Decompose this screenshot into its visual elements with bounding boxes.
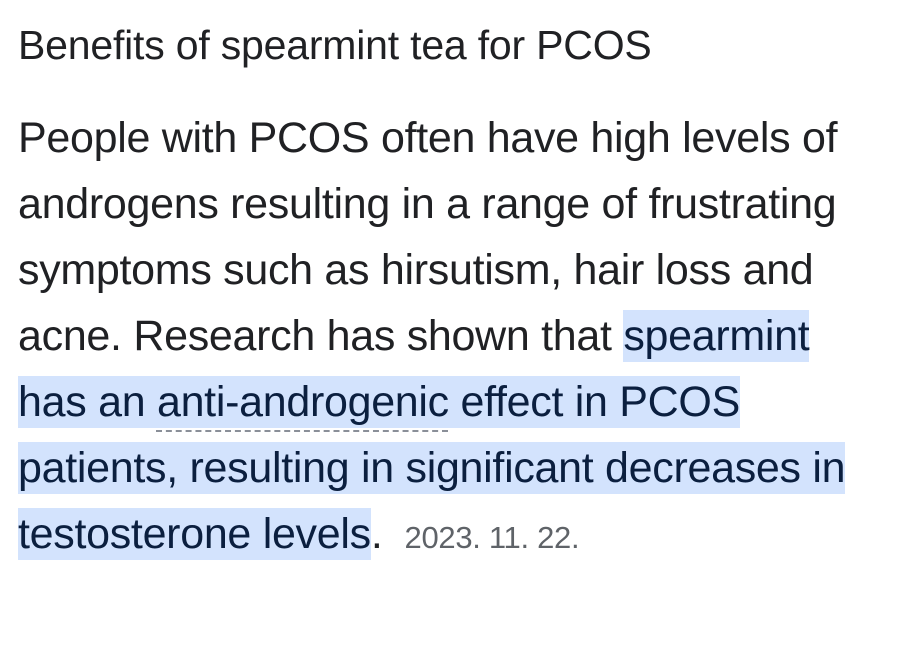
snippet-text-after: . — [370, 510, 383, 559]
snippet-title: Benefits of spearmint tea for PCOS — [18, 22, 652, 68]
featured-snippet: Benefits of spearmint tea for PCOS Peopl… — [18, 20, 888, 571]
snippet-date: 2023. 11. 22. — [404, 520, 580, 556]
snippet-text-before: People with PCOS often have high levels … — [18, 114, 838, 361]
term-anti-androgenic-link[interactable]: anti-androgenic — [156, 378, 449, 427]
highlight-text-part2: effect in PCOS patients, resulting in si… — [18, 378, 846, 559]
highlight-text-part1: spearmint has an — [18, 312, 810, 427]
snippet-body: People with PCOS often have high levels … — [18, 105, 888, 571]
